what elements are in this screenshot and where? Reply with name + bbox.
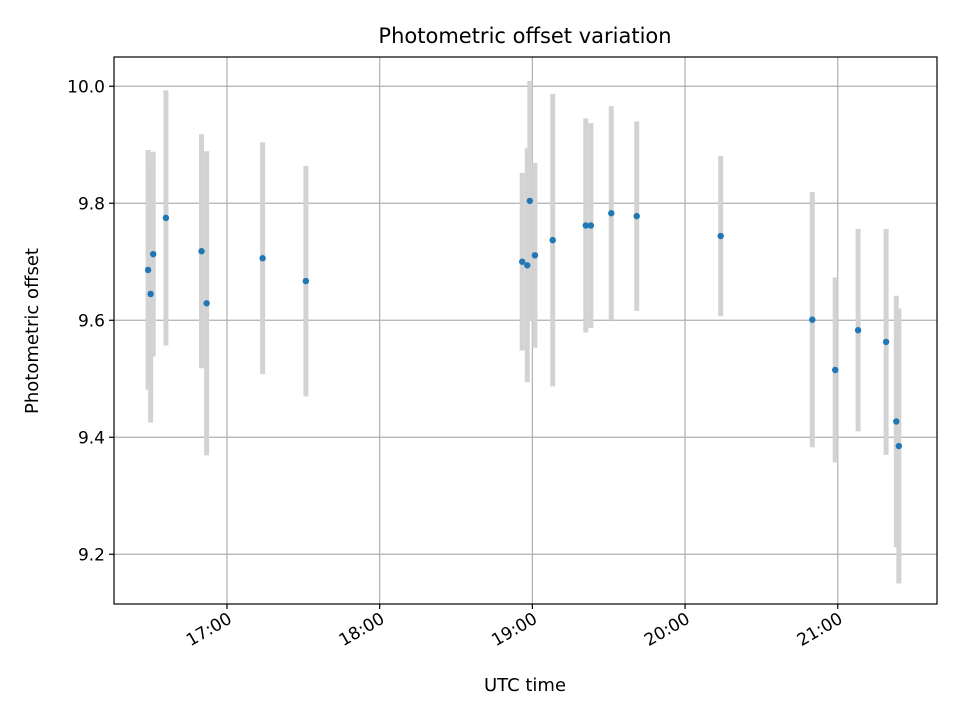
- data-point: [587, 222, 595, 229]
- data-point: [809, 316, 816, 323]
- data-point: [147, 290, 154, 298]
- data-point: [144, 266, 152, 274]
- data-point: [882, 338, 890, 346]
- chart-title: Photometric offset variation: [378, 24, 671, 48]
- y-tick-label: 10.0: [67, 77, 105, 97]
- data-point: [893, 418, 900, 425]
- y-tick-label: 9.4: [78, 428, 105, 448]
- data-point: [149, 250, 157, 258]
- x-axis-label: UTC time: [484, 675, 566, 696]
- plot-frame: [113, 56, 938, 605]
- data-point: [608, 210, 615, 217]
- data-point: [526, 197, 534, 205]
- data-point: [302, 277, 310, 285]
- data-point: [524, 262, 531, 269]
- data-point: [549, 236, 556, 244]
- y-tick-label: 9.8: [78, 194, 105, 214]
- y-axis: 9.2 9.4 9.6 9.8 10.0: [67, 77, 114, 565]
- data-point: [198, 248, 205, 255]
- data-point: [832, 366, 839, 374]
- y-axis-label: Photometric offset: [22, 248, 43, 414]
- data-point: [633, 212, 640, 220]
- data-point: [895, 442, 903, 450]
- data-point: [203, 300, 210, 307]
- data-point: [162, 214, 170, 222]
- data-point: [717, 232, 724, 240]
- data-point: [259, 255, 266, 262]
- y-tick-label: 9.6: [78, 311, 105, 331]
- data-point: [582, 222, 590, 229]
- data-point: [518, 258, 526, 265]
- data-points: [144, 197, 903, 450]
- y-tick-label: 9.2: [78, 545, 105, 565]
- data-point: [854, 327, 862, 334]
- data-point: [531, 252, 539, 259]
